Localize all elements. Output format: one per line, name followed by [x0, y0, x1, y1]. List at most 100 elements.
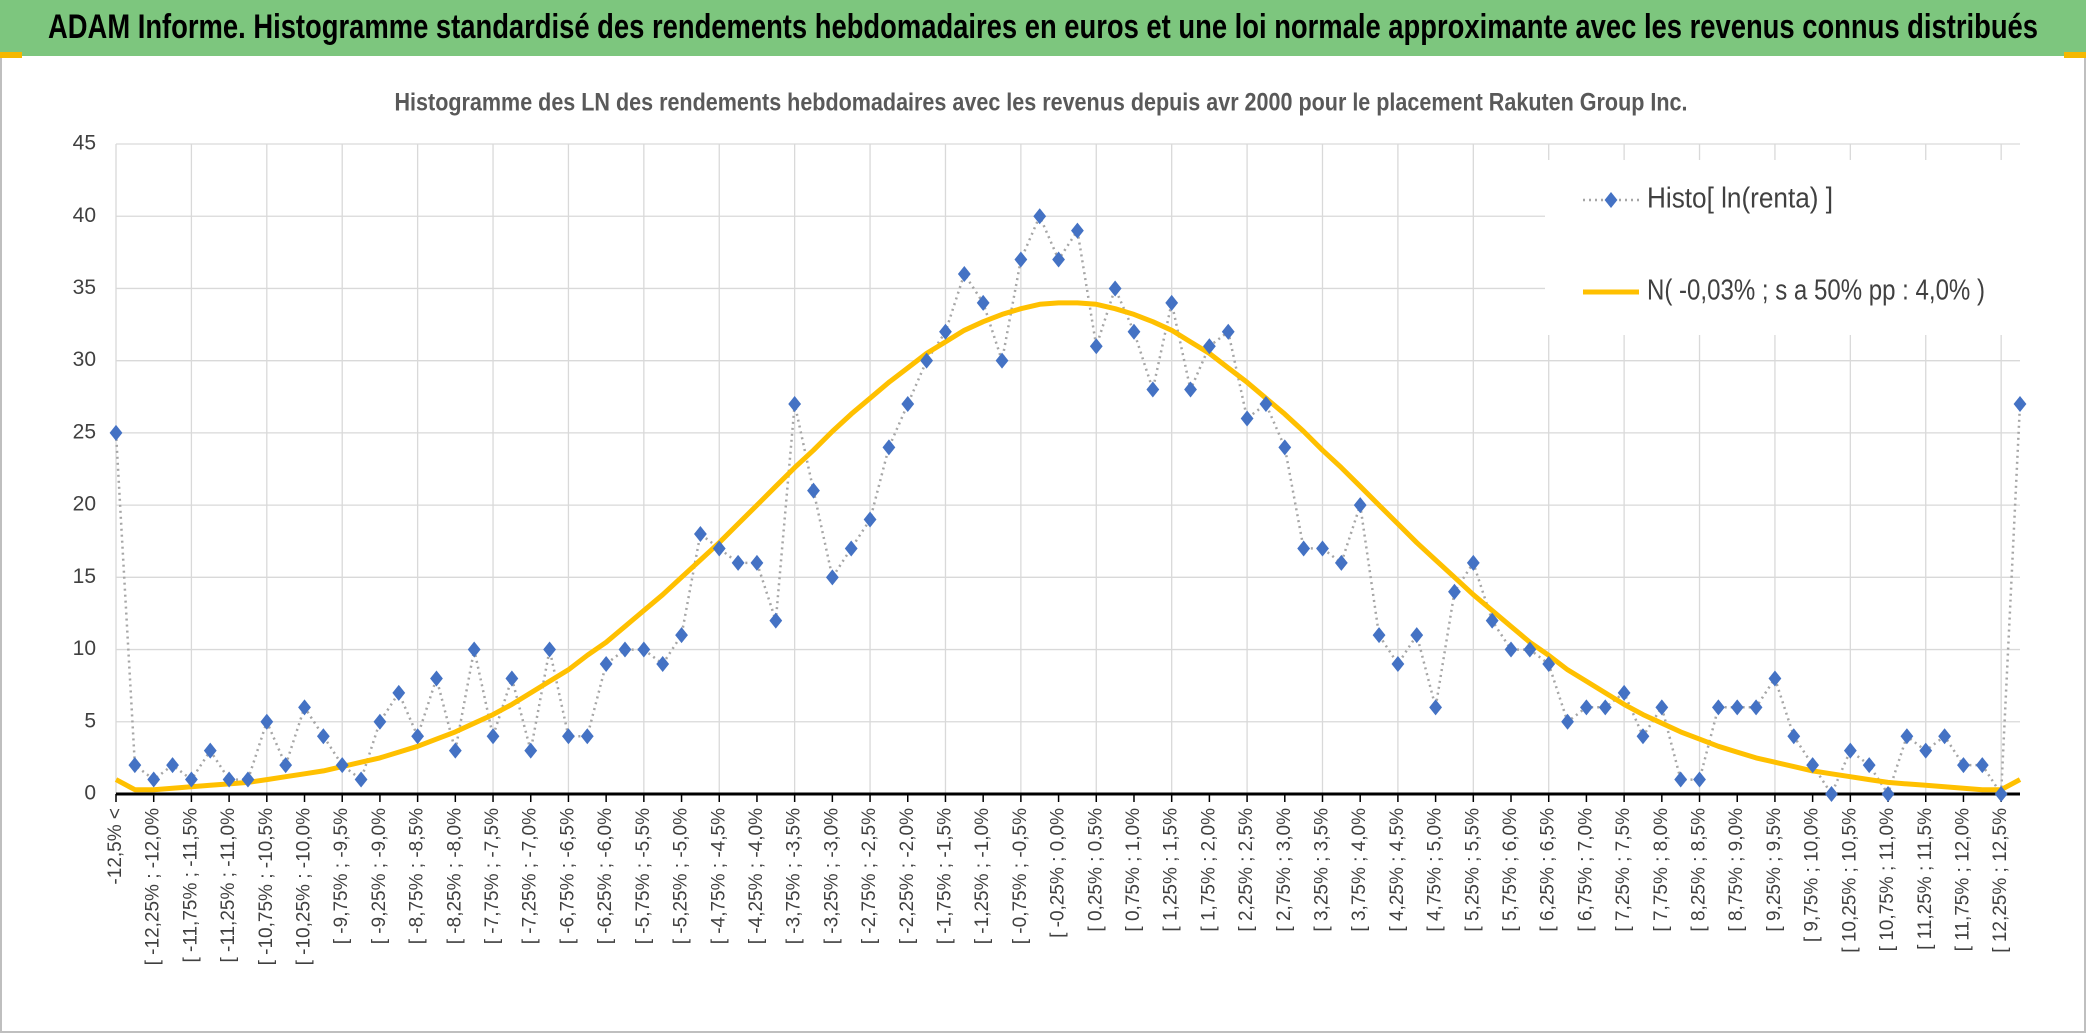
marker	[1391, 656, 1405, 672]
x-tick-label: [ 9,75% ; 10,0%	[1802, 808, 1823, 942]
x-tick-label: [ -4,25% ; -4,0%	[746, 808, 767, 944]
x-tick-label: [ -6,75% ; -6,5%	[557, 808, 578, 944]
x-tick-label: [ -8,25% ; -8,0%	[444, 808, 465, 944]
x-tick-label: [ 6,25% ; 6,5%	[1538, 808, 1559, 932]
x-tick-label: [ 1,25% ; 1,5%	[1161, 808, 1182, 932]
marker	[1316, 540, 1329, 557]
x-tick-label: [ 8,75% ; 9,0%	[1726, 808, 1747, 932]
marker	[1089, 338, 1103, 355]
legend-label: Histo[ ln(renta) ]	[1647, 183, 1833, 215]
marker	[1843, 742, 1857, 759]
marker	[1975, 757, 1989, 774]
y-tick-label: 0	[84, 782, 96, 805]
x-tick-label: [ 9,25% ; 9,5%	[1764, 808, 1785, 932]
y-tick-label: 30	[73, 348, 96, 371]
x-tick-label: [ -12,25% ; -12,0%	[143, 808, 164, 965]
y-tick-label: 5	[84, 709, 96, 732]
marker	[1561, 713, 1574, 730]
marker	[335, 757, 349, 774]
marker	[392, 684, 406, 701]
marker	[1957, 757, 1970, 774]
x-tick-label: [ 7,75% ; 8,0%	[1651, 808, 1672, 932]
marker	[1485, 612, 1499, 629]
marker	[1655, 699, 1669, 716]
x-tick-label: [ 12,25% ; 12,5%	[1990, 808, 2011, 953]
x-tick-label: [ -2,25% ; -2,0%	[897, 808, 918, 944]
x-tick-label: [ -6,25% ; -6,0%	[595, 808, 616, 944]
marker	[1448, 583, 1461, 600]
marker	[1146, 381, 1160, 398]
x-tick-label: [ -9,75% ; -9,5%	[331, 808, 352, 944]
marker	[1542, 656, 1556, 672]
marker	[411, 728, 425, 745]
marker	[1165, 294, 1179, 311]
marker	[1334, 554, 1348, 571]
x-tick-label: [ 11,25% ; 11,5%	[1915, 808, 1936, 950]
x-tick-label: [ -7,25% ; -7,0%	[520, 808, 541, 944]
marker	[1787, 728, 1801, 745]
marker	[467, 641, 481, 658]
marker	[901, 396, 915, 412]
marker	[562, 728, 575, 745]
marker	[298, 699, 311, 716]
marker	[750, 554, 764, 571]
marker	[316, 728, 330, 745]
marker	[1297, 540, 1311, 557]
y-tick-label: 45	[73, 132, 96, 155]
marker	[807, 482, 820, 499]
marker	[995, 352, 1009, 369]
marker	[1466, 554, 1480, 571]
marker	[976, 294, 990, 311]
marker	[1372, 627, 1386, 644]
marker	[920, 352, 934, 369]
marker	[1825, 786, 1838, 802]
marker	[109, 424, 123, 441]
corner-mark	[0, 52, 22, 58]
marker	[656, 656, 670, 672]
x-tick-label: [ 11,75% ; 12,0%	[1952, 808, 1973, 951]
x-tick-label: [ -3,25% ; -3,0%	[821, 808, 842, 944]
x-tick-label: [ -1,25% ; -1,0%	[972, 808, 993, 944]
y-tick-label: 15	[73, 565, 96, 588]
marker	[524, 742, 538, 759]
marker	[844, 540, 858, 557]
marker	[1523, 641, 1537, 658]
x-tick-label: [ 2,25% ; 2,5%	[1236, 808, 1257, 932]
marker	[185, 771, 198, 788]
x-tick-label: [ -0,25% ; 0,0%	[1048, 808, 1069, 938]
x-tick-label: [ -2,75% ; -2,5%	[859, 808, 880, 944]
marker	[147, 771, 161, 788]
marker	[731, 554, 745, 571]
marker	[1749, 699, 1763, 716]
marker	[1240, 410, 1254, 427]
marker	[1881, 786, 1895, 802]
x-tick-label: [ 7,25% ; 7,5%	[1613, 808, 1634, 932]
marker	[354, 771, 368, 788]
marker	[279, 757, 293, 774]
legend: Histo[ ln(renta) ] N( -0,03% ; s a 50% pp…	[1545, 160, 2025, 335]
plot	[109, 208, 2027, 802]
marker	[693, 526, 707, 542]
marker	[543, 641, 556, 658]
marker	[1900, 728, 1914, 745]
x-tick-label: [ 3,75% ; 4,0%	[1349, 808, 1370, 932]
y-tick-label: 25	[73, 420, 96, 443]
x-tick-label: [ 10,25% ; 10,5%	[1839, 808, 1860, 953]
x-tick-label: [ 3,25% ; 3,5%	[1312, 808, 1333, 932]
x-tick-label: [ 0,75% ; 1,0%	[1123, 808, 1144, 932]
marker	[1994, 786, 2008, 802]
chart-title: Histogramme des LN des rendements hebdom…	[395, 89, 1688, 117]
marker	[1429, 699, 1443, 716]
marker	[788, 396, 802, 412]
marker	[241, 771, 255, 788]
x-tick-label: [ 6,75% ; 7,0%	[1575, 808, 1596, 932]
x-tick-label: [ -10,25% ; -10,0%	[294, 808, 315, 965]
marker	[1221, 323, 1235, 340]
marker	[222, 771, 236, 788]
marker	[1410, 627, 1424, 644]
marker	[1862, 757, 1876, 774]
marker	[1711, 699, 1725, 716]
marker	[637, 641, 651, 658]
marker	[373, 713, 387, 730]
